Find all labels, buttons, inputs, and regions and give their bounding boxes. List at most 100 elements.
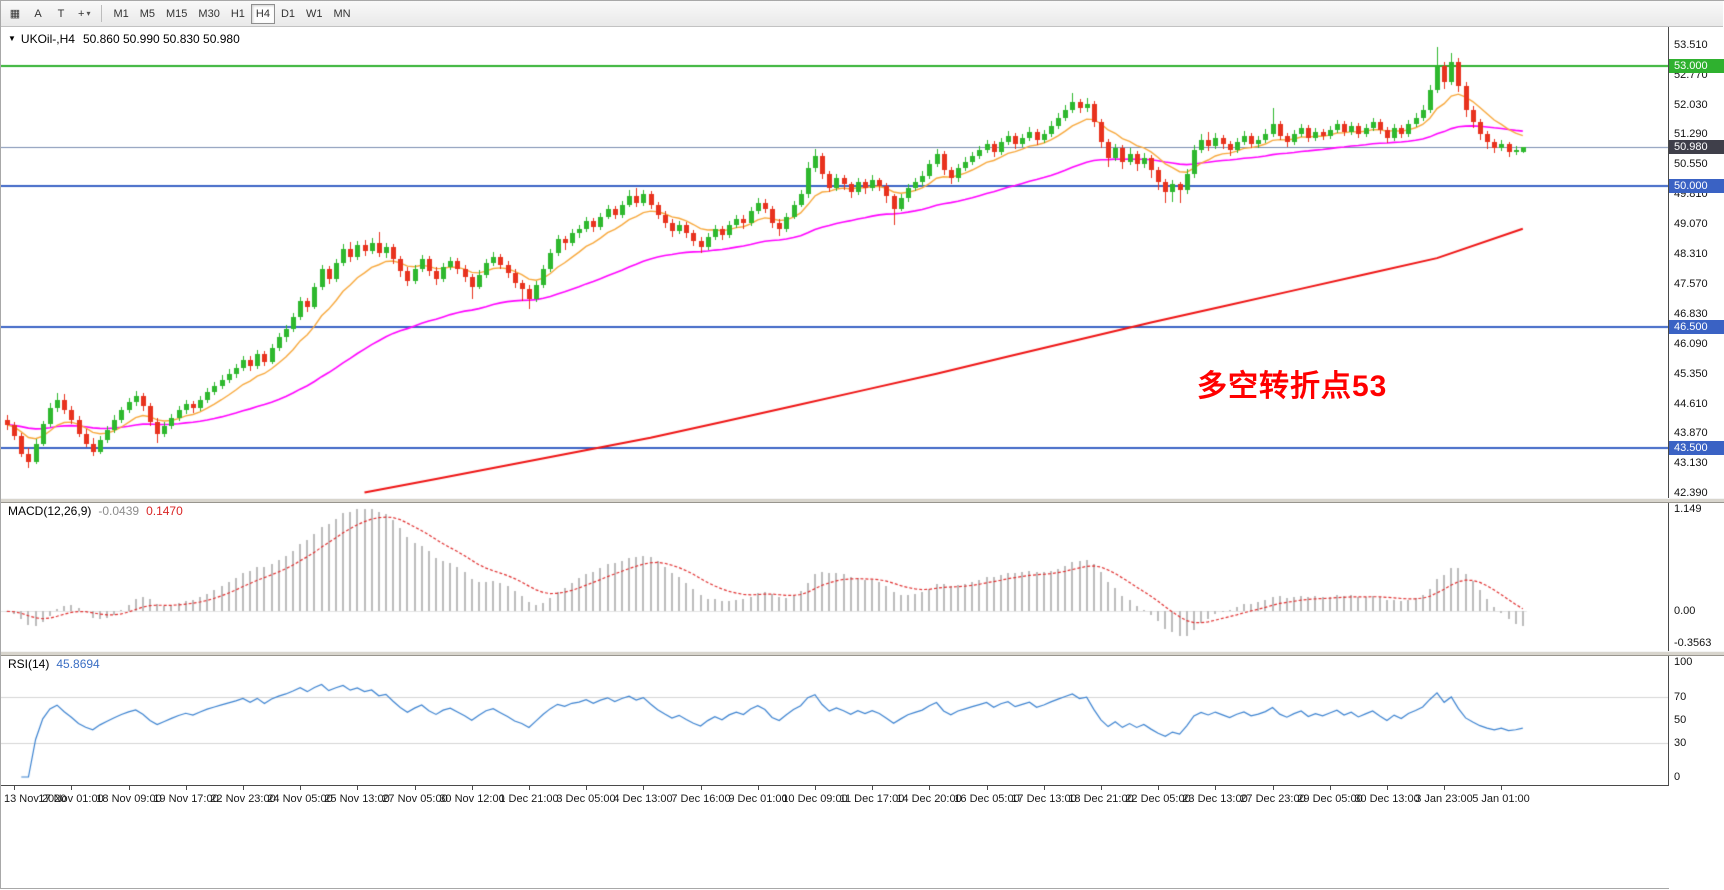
price-axis-label: 53.510 bbox=[1674, 39, 1708, 51]
timeframe-label: H1 bbox=[230, 7, 245, 20]
toolbar: ▦ A T + ▾ M1 M5 M15 M30 H1 H4 D1 W1 MN bbox=[1, 1, 1723, 27]
price-level-tag: 50.000 bbox=[1669, 179, 1724, 194]
ohlc-values: 50.860 50.990 50.830 50.980 bbox=[82, 32, 240, 46]
annotation-text: 多空转折点53 bbox=[1197, 370, 1388, 403]
time-axis-tick bbox=[1444, 786, 1445, 790]
time-axis-tick bbox=[300, 786, 301, 790]
price-axis-label: 46.830 bbox=[1674, 308, 1708, 321]
timeframe-label: MN bbox=[333, 7, 351, 20]
timeframe-label: H4 bbox=[255, 7, 270, 20]
time-axis-tick bbox=[472, 786, 473, 790]
macd-signal-value: 0.1470 bbox=[146, 504, 183, 518]
timeframe-button-mn[interactable]: MN bbox=[329, 4, 356, 24]
rsi-label: RSI(14) 45.8694 bbox=[8, 657, 100, 671]
macd-axis-label: 0.00 bbox=[1674, 605, 1696, 618]
time-axis-tick bbox=[758, 786, 759, 790]
macd-axis-label: -0.3563 bbox=[1674, 637, 1712, 649]
time-axis-label: 17 Nov 01:00 bbox=[38, 793, 104, 805]
charts-grid-glyph: ▦ bbox=[9, 8, 21, 20]
time-axis-label: 4 Dec 13:00 bbox=[613, 793, 673, 805]
price-axis-label: 43.870 bbox=[1674, 427, 1708, 440]
macd-label: MACD(12,26,9) -0.0439 0.1470 bbox=[8, 504, 183, 518]
time-axis-tick bbox=[872, 786, 873, 790]
price-level-tag: 43.500 bbox=[1669, 441, 1724, 456]
time-axis-label: 23 Dec 13:00 bbox=[1182, 793, 1248, 805]
time-axis-tick bbox=[1215, 786, 1216, 790]
timeframe-label: M15 bbox=[166, 7, 188, 20]
time-axis-label: 1 Dec 21:00 bbox=[499, 793, 559, 805]
time-axis-label: 13 Nov 2020 bbox=[4, 793, 67, 805]
time-axis-label: 10 Dec 09:00 bbox=[782, 793, 848, 805]
timeframe-button-h1[interactable]: H1 bbox=[226, 4, 250, 24]
timeframe-label: M1 bbox=[113, 7, 129, 20]
time-axis-tick bbox=[243, 786, 244, 790]
rsi-name: RSI(14) bbox=[8, 657, 50, 671]
time-axis-tick bbox=[701, 786, 702, 790]
time-axis-tick bbox=[1387, 786, 1388, 790]
time-axis-label: 18 Dec 21:00 bbox=[1068, 793, 1134, 805]
time-axis-label: 7 Dec 16:00 bbox=[671, 793, 731, 805]
time-axis-tick bbox=[1273, 786, 1274, 790]
price-axis-label: 49.070 bbox=[1674, 217, 1708, 230]
price-axis-label: 50.550 bbox=[1674, 158, 1708, 171]
time-axis-label: 30 Nov 12:00 bbox=[439, 793, 505, 805]
price-axis-label: 43.130 bbox=[1674, 457, 1708, 470]
timeframe-button-m5[interactable]: M5 bbox=[135, 4, 160, 24]
time-axis[interactable]: 13 Nov 2020 17 Nov 01:00 18 Nov 09:00 19 No… bbox=[1, 785, 1724, 812]
text-tool-button[interactable]: T bbox=[50, 4, 72, 24]
price-axis-label: 51.290 bbox=[1674, 128, 1708, 141]
timeframe-button-h4[interactable]: H4 bbox=[250, 3, 275, 24]
time-axis-label: 22 Nov 23:00 bbox=[210, 793, 276, 805]
chevron-down-icon: ▾ bbox=[86, 9, 91, 18]
text-tool-glyph: T bbox=[57, 7, 65, 20]
price-axis-label: 48.310 bbox=[1674, 248, 1708, 261]
timeframe-button-w1[interactable]: W1 bbox=[301, 4, 328, 24]
time-axis-label: 18 Nov 09:00 bbox=[96, 793, 162, 805]
time-axis-label: 27 Nov 05:00 bbox=[382, 793, 448, 805]
cursor-tool-button[interactable]: A bbox=[27, 4, 49, 24]
time-axis-label: 24 Nov 05:00 bbox=[267, 793, 333, 805]
time-axis-tick bbox=[529, 786, 530, 790]
time-axis-tick bbox=[1330, 786, 1331, 790]
panel-divider[interactable] bbox=[1, 498, 1724, 503]
time-axis-tick bbox=[929, 786, 930, 790]
price-axis-label: 45.350 bbox=[1674, 367, 1708, 380]
price-axis-label: 42.390 bbox=[1674, 487, 1708, 499]
price-chart-canvas[interactable] bbox=[1, 27, 1668, 498]
time-axis-label: 3 Jan 23:00 bbox=[1415, 793, 1473, 805]
symbol-period-label: UKOil-,H4 bbox=[20, 32, 75, 46]
rsi-indicator-canvas[interactable] bbox=[1, 654, 1668, 785]
macd-indicator-canvas[interactable] bbox=[1, 501, 1668, 651]
timeframe-button-m30[interactable]: M30 bbox=[193, 4, 224, 24]
macd-name: MACD(12,26,9) bbox=[8, 504, 92, 518]
time-axis-label: 19 Nov 17:00 bbox=[153, 793, 219, 805]
price-axis-label: 52.030 bbox=[1674, 98, 1708, 111]
charts-grid-icon[interactable]: ▦ bbox=[4, 4, 26, 24]
timeframe-button-d1[interactable]: D1 bbox=[276, 4, 300, 24]
timeframe-label: W1 bbox=[306, 7, 323, 20]
time-axis-label: 14 Dec 20:00 bbox=[896, 793, 962, 805]
time-axis-tick bbox=[415, 786, 416, 790]
crosshair-tool-button[interactable]: + ▾ bbox=[73, 4, 95, 24]
time-axis-tick bbox=[186, 786, 187, 790]
time-axis-label: 16 Dec 05:00 bbox=[954, 793, 1020, 805]
time-axis-tick bbox=[1044, 786, 1045, 790]
rsi-axis-label: 0 bbox=[1674, 771, 1681, 783]
price-level-tag: 46.500 bbox=[1669, 320, 1724, 335]
panel-divider[interactable] bbox=[1, 651, 1724, 656]
timeframe-label: M5 bbox=[139, 7, 156, 20]
rsi-axis-label: 30 bbox=[1674, 736, 1687, 749]
price-axis[interactable]: 53.510 52.770 52.030 51.290 50.550 49.810 49.0… bbox=[1669, 1, 1724, 890]
crosshair-icon: + bbox=[78, 7, 85, 20]
timeframe-button-m15[interactable]: M15 bbox=[161, 4, 192, 24]
time-axis-tick bbox=[357, 786, 358, 790]
macd-main-value: -0.0439 bbox=[98, 504, 140, 518]
chart-dropdown-icon[interactable]: ▼ bbox=[8, 34, 16, 43]
timeframe-button-m1[interactable]: M1 bbox=[108, 4, 133, 24]
time-axis-label: 9 Dec 01:00 bbox=[728, 793, 788, 805]
time-axis-label: 22 Dec 05:00 bbox=[1125, 793, 1191, 805]
time-axis-label: 5 Jan 01:00 bbox=[1472, 793, 1530, 805]
time-axis-tick bbox=[643, 786, 644, 790]
price-axis-label: 46.090 bbox=[1674, 337, 1708, 350]
time-axis-tick bbox=[71, 786, 72, 790]
